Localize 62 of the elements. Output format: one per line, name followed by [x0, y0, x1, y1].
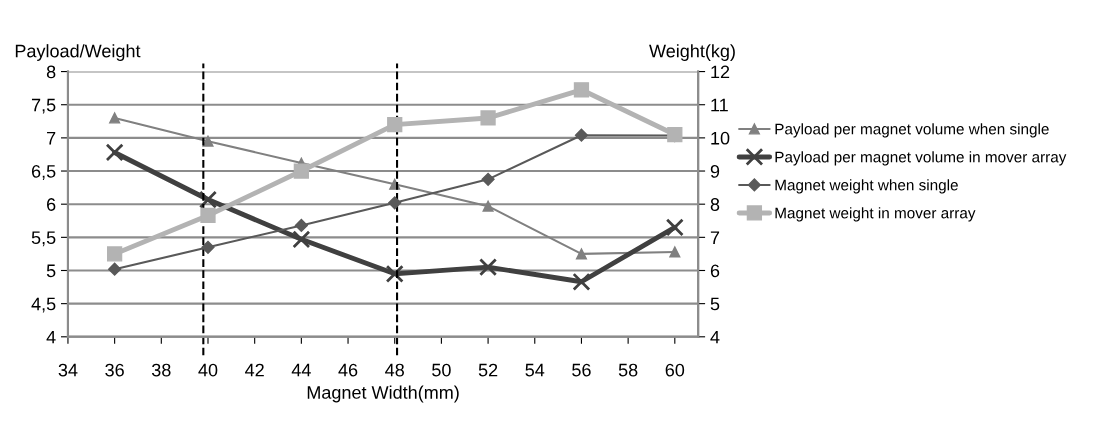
legend-label: Payload per magnet volume in mover array	[775, 151, 1067, 166]
legend-label: Payload per magnet volume when single	[775, 123, 1049, 138]
x-tick-label: 56	[572, 363, 591, 377]
y-tick-label: 7	[47, 132, 56, 145]
x-axis-title: Magnet Width(mm)	[307, 385, 459, 403]
x-tick-label: 54	[525, 363, 545, 377]
point	[479, 258, 498, 277]
y-tick-label: 4,5	[31, 297, 56, 313]
point	[669, 246, 681, 258]
x-tick-label: 34	[58, 363, 78, 377]
x-tick-label: 50	[432, 363, 451, 377]
point	[109, 112, 121, 124]
y2-tick-label: 9	[710, 164, 720, 178]
y2-tick-label: 4	[710, 330, 720, 344]
point	[387, 116, 403, 133]
point	[292, 230, 311, 249]
y2-axis-title: Weight(kg)	[649, 44, 735, 61]
point	[572, 272, 591, 291]
point	[105, 143, 124, 162]
x-tick-label: 38	[151, 363, 171, 377]
point	[106, 246, 123, 262]
x-tick-label: 36	[105, 363, 124, 377]
point	[201, 240, 215, 254]
y2-tick-label: 7	[710, 231, 720, 244]
point	[482, 200, 494, 212]
legend-label: Magnet weight in mover array	[775, 207, 976, 222]
point	[574, 128, 589, 142]
x-tick-label: 52	[478, 363, 498, 377]
y-tick-label: 6	[47, 198, 56, 211]
y2-tick-label: 10	[711, 131, 730, 145]
point	[573, 82, 590, 98]
point	[108, 262, 122, 276]
point	[665, 218, 684, 237]
y2-tick-label: 5	[710, 297, 720, 311]
point	[575, 248, 588, 260]
point	[198, 190, 218, 209]
x-tick-label: 46	[338, 363, 358, 377]
point	[200, 207, 216, 224]
point	[481, 172, 495, 186]
point	[294, 218, 308, 232]
y-tick-label: 5,5	[31, 231, 56, 247]
x-tick-label: 48	[385, 363, 404, 377]
y-axis-title: Payload/Weight	[15, 44, 141, 61]
x-tick-label: 44	[291, 363, 311, 377]
point	[202, 135, 214, 147]
x-tick-label: 40	[198, 363, 218, 377]
y-tick-label: 6,5	[31, 164, 56, 180]
point	[293, 163, 309, 179]
y2-tick-label: 12	[711, 65, 730, 79]
y-tick-label: 8	[46, 65, 56, 79]
legend-label: Magnet weight when single	[775, 179, 958, 194]
point	[480, 110, 496, 126]
point	[388, 196, 402, 210]
y2-tick-label: 11	[711, 98, 728, 112]
x-tick-label: 60	[665, 363, 685, 377]
x-tick-label: 58	[618, 363, 638, 377]
y-tick-label: 5	[46, 264, 56, 278]
y2-tick-label: 6	[710, 264, 720, 278]
y-tick-label: 4	[46, 330, 56, 344]
x-tick-label: 42	[245, 363, 264, 377]
y2-tick-label: 8	[710, 198, 720, 211]
y-tick-label: 7,5	[31, 98, 56, 114]
